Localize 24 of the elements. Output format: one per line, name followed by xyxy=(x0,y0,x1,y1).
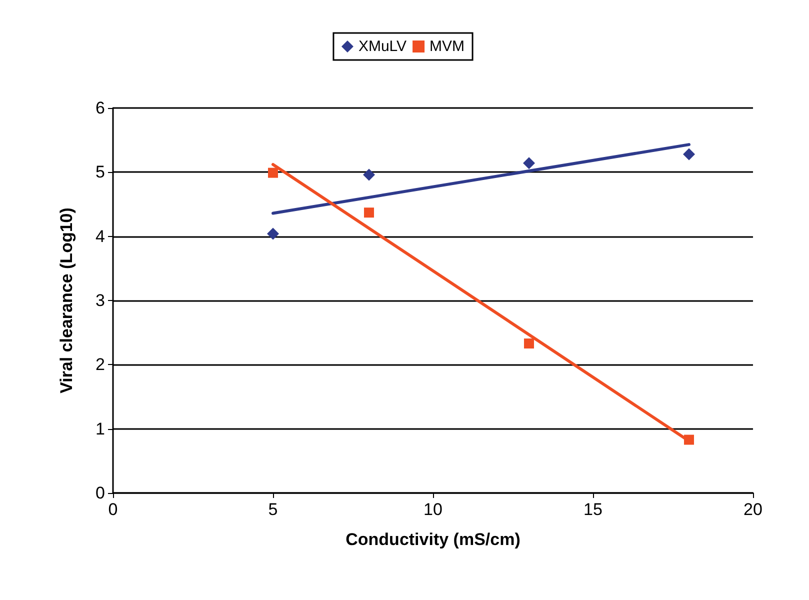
legend-label: MVM xyxy=(430,38,465,55)
y-tick-label: 3 xyxy=(96,291,105,310)
x-tick-label: 15 xyxy=(584,500,602,519)
x-tick-label: 0 xyxy=(108,500,118,519)
point xyxy=(684,434,694,445)
point xyxy=(363,168,375,181)
point xyxy=(524,338,534,348)
x-tick-label: 10 xyxy=(424,500,442,519)
legend-label: XMuLV xyxy=(358,38,407,55)
y-axis-title: Viral clearance (Log10) xyxy=(57,208,76,394)
y-tick-label: 0 xyxy=(96,484,105,502)
y-tick-label: 6 xyxy=(96,98,105,118)
point xyxy=(268,168,278,178)
y-tick-label: 4 xyxy=(96,226,105,246)
y-tick-label: 5 xyxy=(96,162,105,182)
y-tick-label: 2 xyxy=(96,355,105,374)
y-tick-label: 1 xyxy=(96,419,105,438)
point xyxy=(267,228,279,240)
x-tick-label: 5 xyxy=(268,500,278,519)
x-tick-label: 20 xyxy=(744,500,762,519)
point xyxy=(683,148,695,160)
point xyxy=(364,208,374,218)
x-axis-title: Conductivity (mS/cm) xyxy=(346,530,520,549)
point xyxy=(523,157,535,170)
